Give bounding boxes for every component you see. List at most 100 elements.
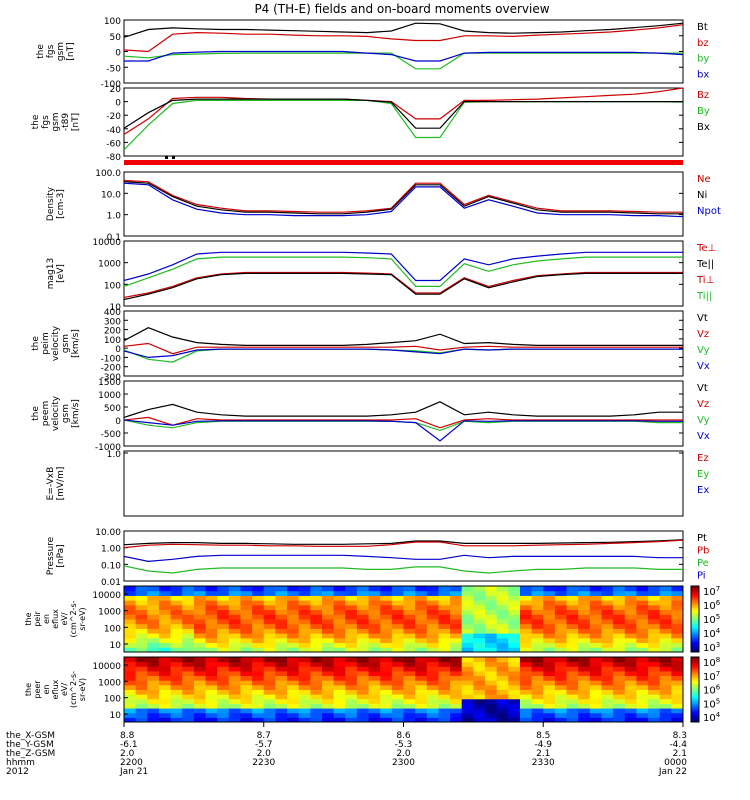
spectrogram-cell <box>450 633 463 639</box>
spectrogram-cell <box>240 666 253 672</box>
spectrogram-cell <box>601 633 614 639</box>
spectrogram-cell <box>461 609 474 615</box>
spectrogram-cell <box>589 698 602 704</box>
spectrogram-cell <box>205 628 218 634</box>
spectrogram-cell <box>252 628 265 634</box>
ylabel-line: en <box>42 685 51 695</box>
legend-label: Vz <box>697 329 709 340</box>
spectrogram-cell <box>485 698 498 704</box>
spectrogram-cell <box>438 628 451 634</box>
spectrogram-cell <box>170 590 183 596</box>
spectrogram-cell <box>543 698 556 704</box>
spectrogram-cell <box>310 680 323 686</box>
spectrogram-cell <box>543 689 556 695</box>
spectrogram-cell <box>158 703 172 709</box>
spectrogram-cell <box>368 614 381 620</box>
spectrogram-cell <box>508 698 521 704</box>
spectrogram-cell <box>170 647 183 653</box>
spectrogram-cell <box>566 623 579 629</box>
xtick-label: 2.1 <box>673 749 687 759</box>
spectrogram-cell <box>275 689 288 695</box>
legend-label: Pe <box>697 558 709 569</box>
xtick-label: 2200 <box>120 758 143 768</box>
spectrogram-cell <box>368 661 381 667</box>
spectrogram-cell <box>368 628 381 634</box>
spectrogram-cell <box>566 689 579 695</box>
spectrogram-cell <box>613 689 626 695</box>
ylabel-line: peer <box>33 680 42 699</box>
spectrogram-cell <box>671 712 684 718</box>
spectrogram-cell <box>321 680 335 686</box>
spectrogram-cell <box>578 661 591 667</box>
spectrogram-cell <box>321 619 335 625</box>
spectrogram-cell <box>135 712 148 718</box>
spectrogram-cell <box>182 657 195 663</box>
colorbar-tick-label: 104 <box>703 711 721 724</box>
spectrogram-cell <box>158 642 172 648</box>
spectrogram-cell <box>648 600 661 606</box>
colorbar-cell <box>691 704 699 708</box>
spectrogram-cell <box>659 614 672 620</box>
spectrogram-cell <box>415 670 428 677</box>
spectrogram-cell <box>124 619 137 625</box>
spectrogram-cell <box>391 670 404 677</box>
spectrogram-cell <box>193 633 207 639</box>
ytick-label: 10.0 <box>101 190 121 200</box>
spectrogram-cell <box>485 675 498 681</box>
spectrogram-cell <box>135 633 148 639</box>
spectrogram-cell <box>566 703 579 709</box>
spectrogram-cell <box>147 614 160 620</box>
spectrogram-cell <box>124 628 137 634</box>
spectrogram-cell <box>275 642 288 648</box>
spectrogram-cell <box>356 675 370 681</box>
spectrogram-cell <box>589 661 602 667</box>
spectrogram-cell <box>333 661 346 667</box>
ytick-label: 0.01 <box>101 578 121 588</box>
series-line <box>123 182 684 218</box>
spectrogram-cell <box>147 657 160 663</box>
colorbar-cell <box>691 616 699 620</box>
ylabel-line: eflux <box>51 609 60 629</box>
colorbar-cell <box>691 605 699 609</box>
spectrogram-cell <box>519 689 533 695</box>
spectrogram-cell <box>636 614 649 620</box>
spectrogram-cell <box>368 712 381 718</box>
spectrogram-cell <box>415 689 428 695</box>
spectrogram-cell <box>240 670 253 677</box>
spectrogram-cell <box>636 684 649 690</box>
spectrogram-cell <box>566 661 579 667</box>
spectrogram-cell <box>240 661 253 667</box>
spectrogram-cell <box>473 647 486 653</box>
spectrogram-cell <box>193 684 207 690</box>
spectrogram-cell <box>589 703 602 709</box>
spectrogram-cell <box>589 708 602 714</box>
spectrogram-cell <box>391 595 404 601</box>
spectrogram-cell <box>543 717 556 723</box>
spectrogram-cell <box>263 604 276 611</box>
spectrogram-cell <box>485 703 498 709</box>
spectrogram-cell <box>508 708 521 714</box>
spectrogram-cell <box>601 595 614 601</box>
xaxis-row-label: the_Z-GSM <box>6 749 55 759</box>
spectrogram-cell <box>624 657 637 663</box>
spectrogram-cell <box>543 614 556 620</box>
spectrogram-cell <box>380 684 393 690</box>
spectrogram-cell <box>124 647 137 653</box>
series-line <box>123 181 683 215</box>
ytick-label: -100 <box>101 80 122 90</box>
colorbar-cell <box>691 601 699 605</box>
spectrogram-cell <box>648 614 661 620</box>
spectrogram-cell <box>310 590 323 596</box>
spectrogram-cell <box>321 590 335 596</box>
spectrogram-cell <box>124 670 137 677</box>
spectrogram-cell <box>228 614 241 620</box>
spectrogram-cell <box>566 637 579 644</box>
ytick-label: 10 <box>110 711 122 721</box>
ytick-label: 10000 <box>92 662 121 672</box>
spectrogram-cell <box>624 661 637 667</box>
spectrogram-cell <box>659 680 672 686</box>
spectrogram-cell <box>508 633 521 639</box>
spectrogram-cell <box>438 703 451 709</box>
spectrogram-cell <box>228 609 241 615</box>
spectrogram-cell <box>263 586 276 592</box>
